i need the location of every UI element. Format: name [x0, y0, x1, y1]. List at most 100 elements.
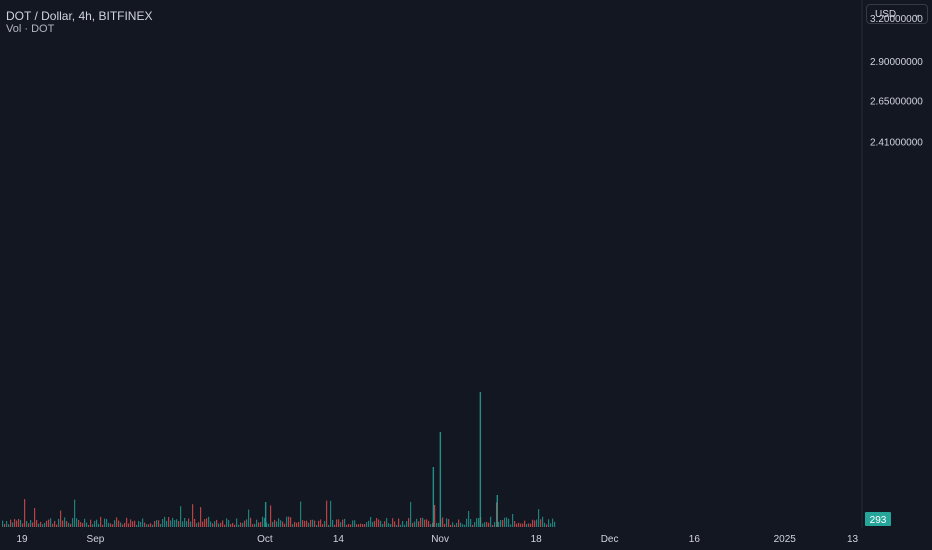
volume-bar — [58, 518, 60, 527]
volume-bar — [162, 519, 164, 527]
volume-bar — [448, 519, 450, 527]
volume-bar — [276, 521, 278, 527]
volume-bar — [166, 520, 168, 527]
x-tick-label: Oct — [257, 534, 273, 545]
volume-bar — [456, 522, 458, 527]
volume-bar — [242, 522, 244, 527]
volume-bar — [42, 524, 44, 527]
volume-bar — [524, 520, 526, 527]
volume-bar — [382, 524, 384, 527]
volume-bar — [444, 523, 446, 527]
volume-bar — [296, 522, 298, 527]
volume-bar — [288, 516, 290, 527]
volume-bar — [20, 519, 22, 527]
volume-bar — [426, 519, 428, 527]
volume-bar — [154, 521, 156, 527]
volume-bar — [142, 518, 144, 527]
volume-bar — [6, 521, 8, 527]
volume-bar — [324, 521, 326, 527]
volume-bar — [450, 524, 452, 527]
volume-bar — [462, 524, 464, 527]
volume-bar — [260, 522, 262, 527]
x-tick-label: 13 — [847, 534, 859, 545]
volume-bar — [520, 523, 522, 527]
volume-bar — [30, 520, 32, 527]
volume-bar — [202, 521, 204, 527]
volume-bar — [528, 523, 530, 527]
volume-bar — [218, 523, 220, 527]
volume-bar — [394, 521, 396, 527]
volume-bar — [2, 520, 4, 527]
volume-bar — [416, 518, 418, 527]
volume-bar — [188, 518, 190, 527]
volume-bar — [82, 523, 84, 527]
volume-bar — [44, 522, 46, 527]
volume-bar — [512, 514, 514, 527]
volume-bar — [340, 522, 342, 527]
volume-bar — [84, 518, 86, 527]
currency-label: USD — [875, 9, 897, 20]
volume-bar — [544, 522, 546, 527]
volume-bar — [90, 519, 92, 527]
volume-bar — [422, 517, 424, 527]
volume-bar — [430, 524, 432, 527]
volume-bar — [390, 524, 392, 527]
volume-bar — [508, 518, 510, 527]
volume-bar — [102, 524, 104, 527]
volume-bar — [388, 523, 390, 527]
volume-bar — [72, 518, 74, 527]
volume-bar — [174, 520, 176, 527]
x-tick-label: 14 — [333, 534, 345, 545]
volume-bar — [538, 509, 540, 527]
volume-value-tag — [865, 512, 891, 526]
volume-bar — [148, 524, 150, 527]
volume-bar — [244, 520, 246, 527]
x-tick-label: 19 — [16, 534, 28, 545]
volume-bar — [200, 507, 202, 527]
volume-bar — [116, 517, 118, 527]
volume-bar — [406, 521, 408, 527]
volume-bar — [130, 519, 132, 527]
volume-bar — [18, 518, 20, 527]
volume-bar — [118, 520, 120, 527]
volume-bar — [334, 524, 336, 527]
volume-bar — [350, 524, 352, 527]
volume-bar — [370, 516, 372, 527]
volume-bar — [14, 519, 16, 527]
volume-bar — [342, 519, 344, 527]
volume-bar — [222, 520, 224, 527]
volume-bar — [490, 516, 492, 527]
volume-bar — [290, 517, 292, 527]
volume-bar — [476, 518, 478, 527]
volume-bar — [348, 523, 350, 527]
volume-bar — [518, 522, 520, 527]
volume-bar — [228, 520, 230, 527]
volume-bar — [522, 523, 524, 527]
symbol-title[interactable]: DOT / Dollar, 4h, BITFINEX — [6, 9, 153, 23]
volume-bar — [398, 518, 400, 527]
currency-selector[interactable]: USD ⌄ — [866, 4, 928, 24]
volume-bar — [314, 520, 316, 527]
volume-bar — [434, 504, 436, 527]
volume-bar — [428, 520, 430, 527]
volume-bar — [468, 510, 470, 527]
volume-bar — [478, 518, 480, 527]
volume-bar — [392, 518, 394, 527]
volume-bar — [180, 506, 182, 527]
volume-bar — [32, 522, 34, 527]
volume-bar — [196, 523, 198, 527]
volume-bar — [198, 522, 200, 527]
volume-bar — [74, 499, 76, 527]
volume-bar — [252, 524, 254, 527]
volume-bar — [86, 522, 88, 527]
volume-bar — [114, 520, 116, 527]
volume-bar — [8, 524, 10, 527]
volume-bar — [358, 524, 360, 527]
volume-bar — [486, 521, 488, 527]
volume-bar — [140, 521, 142, 527]
volume-bar — [454, 524, 456, 527]
volume-bar — [356, 524, 358, 527]
volume-bar — [310, 519, 312, 527]
volume-bar — [176, 519, 178, 527]
